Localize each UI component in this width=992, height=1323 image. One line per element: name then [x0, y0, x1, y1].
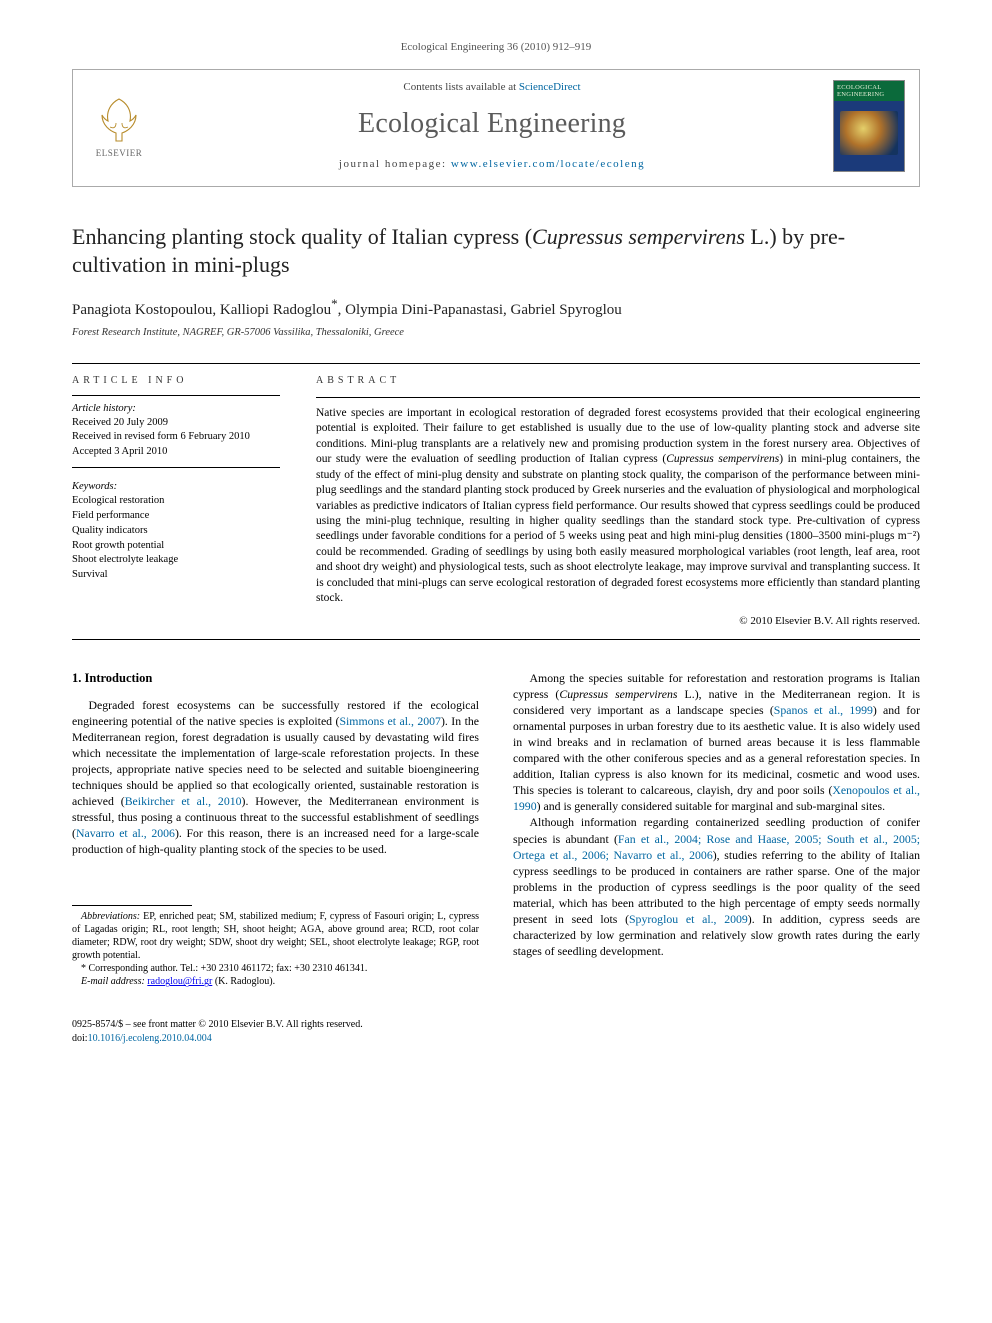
info-abstract-row: article info Article history: Received 2… — [72, 374, 920, 630]
mid-rule — [72, 639, 920, 640]
title-species: Cupressus sempervirens — [532, 224, 745, 249]
email-link[interactable]: radoglou@fri.gr — [147, 976, 212, 987]
sciencedirect-link[interactable]: ScienceDirect — [519, 81, 581, 93]
info-rule-1 — [72, 395, 280, 396]
abbr-label: Abbreviations: — [81, 911, 140, 922]
contents-prefix: Contents lists available at — [403, 81, 518, 93]
abstract-column: abstract Native species are important in… — [316, 374, 920, 630]
doi-label: doi: — [72, 1033, 88, 1044]
history-revised: Received in revised form 6 February 2010 — [72, 430, 280, 444]
running-head: Ecological Engineering 36 (2010) 912–919 — [72, 40, 920, 55]
email-footnote: E-mail address: radoglou@fri.gr (K. Rado… — [72, 975, 479, 988]
section-title: Introduction — [85, 671, 153, 685]
keyword-item: Quality indicators — [72, 524, 280, 539]
journal-name: Ecological Engineering — [171, 105, 813, 143]
intro-paragraph-2: Among the species suitable for reforesta… — [513, 670, 920, 814]
article-info-label: article info — [72, 374, 280, 388]
keyword-item: Ecological restoration — [72, 494, 280, 509]
intro-paragraph-1: Degraded forest ecosystems can be succes… — [72, 697, 479, 857]
abstract-copyright: © 2010 Elsevier B.V. All rights reserved… — [316, 614, 920, 629]
left-column: 1. Introduction Degraded forest ecosyste… — [72, 670, 479, 988]
citation-link[interactable]: Beikircher et al., 2010 — [125, 794, 242, 808]
article-title: Enhancing planting stock quality of Ital… — [72, 223, 920, 279]
footnote-rule — [72, 905, 192, 906]
corresponding-author-footnote: * Corresponding author. Tel.: +30 2310 4… — [72, 962, 479, 975]
intro-paragraph-3: Although information regarding container… — [513, 814, 920, 958]
body-columns: 1. Introduction Degraded forest ecosyste… — [72, 670, 920, 988]
keyword-item: Shoot electrolyte leakage — [72, 553, 280, 568]
authors-rest: , Olympia Dini-Papanastasi, Gabriel Spyr… — [338, 302, 622, 318]
keyword-item: Survival — [72, 568, 280, 583]
authors-first: Panagiota Kostopoulou, Kalliopi Radoglou — [72, 302, 331, 318]
top-rule — [72, 363, 920, 364]
publisher-logo: ELSEVIER — [87, 90, 151, 162]
publisher-name: ELSEVIER — [96, 147, 143, 159]
article-info-column: article info Article history: Received 2… — [72, 374, 280, 630]
journal-homepage-line: journal homepage: www.elsevier.com/locat… — [171, 157, 813, 172]
journal-header-box: ELSEVIER Contents lists available at Sci… — [72, 69, 920, 187]
history-accepted: Accepted 3 April 2010 — [72, 445, 280, 459]
footnotes-block: Abbreviations: EP, enriched peat; SM, st… — [72, 905, 479, 988]
citation-link[interactable]: Navarro et al., 2006 — [76, 826, 175, 840]
elsevier-tree-icon — [96, 93, 142, 145]
cover-title: ECOLOGICAL ENGINEERING — [837, 84, 901, 98]
abstract-text: Native species are important in ecologic… — [316, 406, 920, 606]
cover-image-placeholder — [840, 111, 898, 155]
front-matter-line: 0925-8574/$ – see front matter © 2010 El… — [72, 1018, 920, 1032]
email-who: (K. Radoglou). — [212, 976, 275, 987]
abstract-b: ) in mini-plug containers, the study of … — [316, 453, 920, 604]
keyword-item: Field performance — [72, 509, 280, 524]
authors-line: Panagiota Kostopoulou, Kalliopi Radoglou… — [72, 295, 920, 320]
citation-link[interactable]: Simmons et al., 2007 — [339, 714, 440, 728]
citation-link[interactable]: Spanos et al., 1999 — [774, 703, 873, 717]
abstract-species: Cupressus sempervirens — [666, 453, 779, 465]
rp1-species: Cupressus sempervirens — [559, 687, 677, 701]
keyword-item: Root growth potential — [72, 539, 280, 554]
affiliation: Forest Research Institute, NAGREF, GR-57… — [72, 326, 920, 340]
rp1-d: ) and is generally considered suitable f… — [537, 799, 885, 813]
journal-cover-thumbnail: ECOLOGICAL ENGINEERING — [833, 80, 905, 172]
doi-line: doi:10.1016/j.ecoleng.2010.04.004 — [72, 1032, 920, 1046]
article-history-block: Article history: Received 20 July 2009 R… — [72, 402, 280, 468]
journal-center: Contents lists available at ScienceDirec… — [171, 80, 813, 171]
right-column: Among the species suitable for reforesta… — [513, 670, 920, 988]
keywords-block: Keywords: Ecological restoration Field p… — [72, 480, 280, 583]
page-root: Ecological Engineering 36 (2010) 912–919… — [0, 0, 992, 1095]
keywords-label: Keywords: — [72, 480, 280, 495]
abstract-label: abstract — [316, 374, 920, 388]
homepage-prefix: journal homepage: — [339, 158, 451, 170]
section-number: 1. — [72, 671, 81, 685]
abstract-top-rule — [316, 397, 920, 398]
history-label: Article history: — [72, 402, 280, 416]
doi-link[interactable]: 10.1016/j.ecoleng.2010.04.004 — [88, 1033, 212, 1044]
section-heading: 1. Introduction — [72, 670, 479, 687]
abbreviations-footnote: Abbreviations: EP, enriched peat; SM, st… — [72, 910, 479, 962]
contents-available-line: Contents lists available at ScienceDirec… — [171, 80, 813, 95]
history-received: Received 20 July 2009 — [72, 416, 280, 430]
title-part-a: Enhancing planting stock quality of Ital… — [72, 224, 532, 249]
page-footer: 0925-8574/$ – see front matter © 2010 El… — [72, 1018, 920, 1045]
email-label: E-mail address: — [81, 976, 145, 987]
citation-link[interactable]: Spyroglou et al., 2009 — [629, 912, 748, 926]
journal-homepage-link[interactable]: www.elsevier.com/locate/ecoleng — [451, 158, 645, 170]
info-rule-2 — [72, 467, 280, 468]
